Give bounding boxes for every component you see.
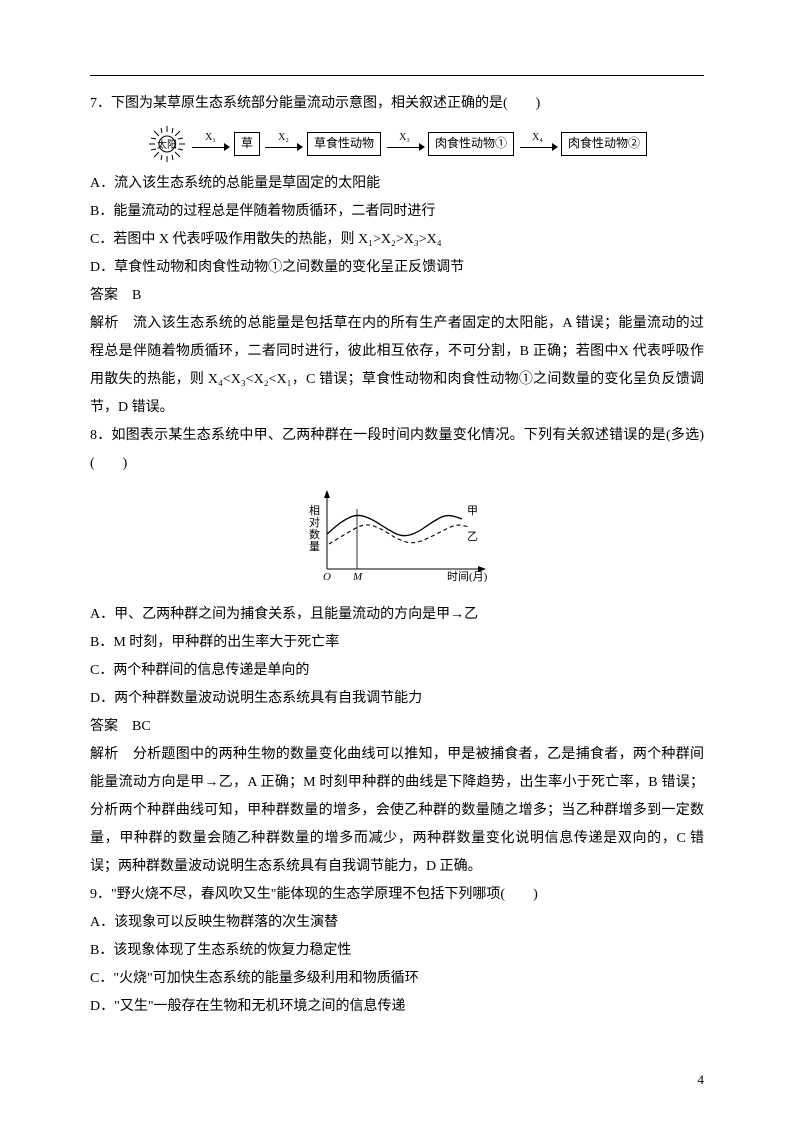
- flow-arrow: X₃: [385, 132, 425, 156]
- svg-text:量: 量: [309, 540, 320, 553]
- page-content: 7．下图为某草原生态系统部分能量流动示意图，相关叙述正确的是( ) 太阳 X₁: [0, 0, 794, 1081]
- q8-option-c: C．两个种群间的信息传递是单向的: [90, 657, 704, 685]
- svg-text:对: 对: [309, 515, 320, 529]
- q7-flow-diagram: 太阳 X₁ 草 X₂ 草食性动物 X₃ 肉食性动物① X₄ 肉食性动物②: [90, 124, 704, 164]
- q7-option-d: D．草食性动物和肉食性动物①之间数量的变化呈正反馈调节: [90, 254, 704, 282]
- series-yi-label: 乙: [467, 530, 478, 543]
- page-number: 4: [698, 1067, 705, 1093]
- chart-xlabel: 时间(月): [447, 570, 488, 583]
- q9-stem: 9．"野火烧不尽，春风吹又生"能体现的生态学原理不包括下列哪项( ): [90, 881, 704, 909]
- q8-option-d: D．两个种群数量波动说明生态系统具有自我调节能力: [90, 685, 704, 713]
- chart-origin: O: [323, 571, 331, 583]
- flow-node: 肉食性动物②: [561, 132, 647, 155]
- flow-node: 草食性动物: [307, 132, 381, 155]
- sun-icon: 太阳: [147, 124, 187, 164]
- chart-mark-m: M: [352, 571, 363, 583]
- flow-node: 草: [234, 132, 260, 155]
- q9-option-b: B．该现象体现了生态系统的恢复力稳定性: [90, 937, 704, 965]
- q7-answer: 答案 B: [90, 282, 704, 310]
- q9-option-d: D．"又生"一般存在生物和无机环境之间的信息传递: [90, 993, 704, 1021]
- flow-arrow: X₁: [190, 132, 230, 156]
- q8-explain: 解析 分析题图中的两种生物的数量变化曲线可以推知，甲是被捕食者，乙是捕食者，两个…: [90, 741, 704, 881]
- q7-option-a: A．流入该生态系统的总能量是草固定的太阳能: [90, 170, 704, 198]
- q9-option-c: C．"火烧"可加快生态系统的能量多级利用和物质循环: [90, 965, 704, 993]
- q8-answer: 答案 BC: [90, 713, 704, 741]
- flow-node: 肉食性动物①: [428, 132, 514, 155]
- q9-option-a: A．该现象可以反映生物群落的次生演替: [90, 909, 704, 937]
- q7-stem: 7．下图为某草原生态系统部分能量流动示意图，相关叙述正确的是( ): [90, 90, 704, 118]
- sun-label: 太阳: [157, 138, 177, 151]
- flow-arrow: X₂: [263, 132, 303, 156]
- series-jia-label: 甲: [467, 505, 478, 517]
- q7-option-c: C．若图中 X 代表呼吸作用散失的热能，则 X₁>X₂>X₃>X₄: [90, 226, 704, 254]
- q8-chart: 相 对 数 量 O 时间(月) M 甲 乙: [90, 484, 704, 595]
- chart-ylabel: 相: [309, 504, 320, 517]
- q7-explain: 解析 流入该生态系统的总能量是包括草在内的所有生产者固定的太阳能，A 错误；能量…: [90, 310, 704, 422]
- q7-option-b: B．能量流动的过程总是伴随着物质循环，二者同时进行: [90, 198, 704, 226]
- q8-option-a: A．甲、乙两种群之间为捕食关系，且能量流动的方向是甲→乙: [90, 601, 704, 629]
- header-rule: [90, 75, 704, 76]
- q8-stem: 8．如图表示某生态系统中甲、乙两种群在一段时间内数量变化情况。下列有关叙述错误的…: [90, 422, 704, 478]
- flow-arrow: X₄: [518, 132, 558, 156]
- q8-option-b: B．M 时刻，甲种群的出生率大于死亡率: [90, 629, 704, 657]
- svg-text:数: 数: [309, 528, 320, 541]
